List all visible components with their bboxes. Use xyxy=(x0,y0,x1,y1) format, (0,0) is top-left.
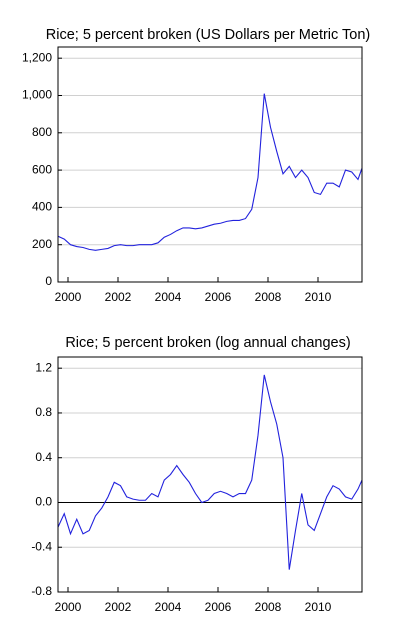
x-tick-label: 2002 xyxy=(105,600,132,614)
y-tick-label: 600 xyxy=(32,162,52,176)
chart-title: Rice; 5 percent broken (log annual chang… xyxy=(65,335,350,351)
x-tick-label: 2000 xyxy=(55,600,82,614)
x-tick-label: 2004 xyxy=(155,600,182,614)
plot-frame xyxy=(57,46,363,283)
y-tick-label: -0.8 xyxy=(31,584,52,598)
y-tick-label: 0 xyxy=(45,274,52,288)
data-line xyxy=(57,93,363,251)
x-tick-label: 2008 xyxy=(255,600,282,614)
y-tick-label: 1,200 xyxy=(22,50,52,64)
y-tick-label: 0.0 xyxy=(35,495,52,509)
y-tick-label: 1.2 xyxy=(35,360,52,374)
y-tick-label: 1,000 xyxy=(22,88,52,102)
y-tick-label: 0.8 xyxy=(35,405,52,419)
y-tick-label: 0.4 xyxy=(35,450,52,464)
y-tick-label: 200 xyxy=(32,237,52,251)
plot-frame xyxy=(57,356,363,593)
x-tick-label: 2004 xyxy=(155,290,182,304)
x-tick-label: 2000 xyxy=(55,290,82,304)
x-tick-label: 2006 xyxy=(205,600,232,614)
x-tick-label: 2006 xyxy=(205,290,232,304)
x-tick-label: 2008 xyxy=(255,290,282,304)
y-tick-label: 400 xyxy=(32,200,52,214)
y-tick-label: -0.4 xyxy=(31,539,52,553)
x-tick-label: 2010 xyxy=(305,290,332,304)
x-tick-label: 2002 xyxy=(105,290,132,304)
data-line xyxy=(57,374,363,570)
y-tick-label: 800 xyxy=(32,125,52,139)
x-tick-label: 2010 xyxy=(305,600,332,614)
chart-title: Rice; 5 percent broken (US Dollars per M… xyxy=(46,27,371,43)
